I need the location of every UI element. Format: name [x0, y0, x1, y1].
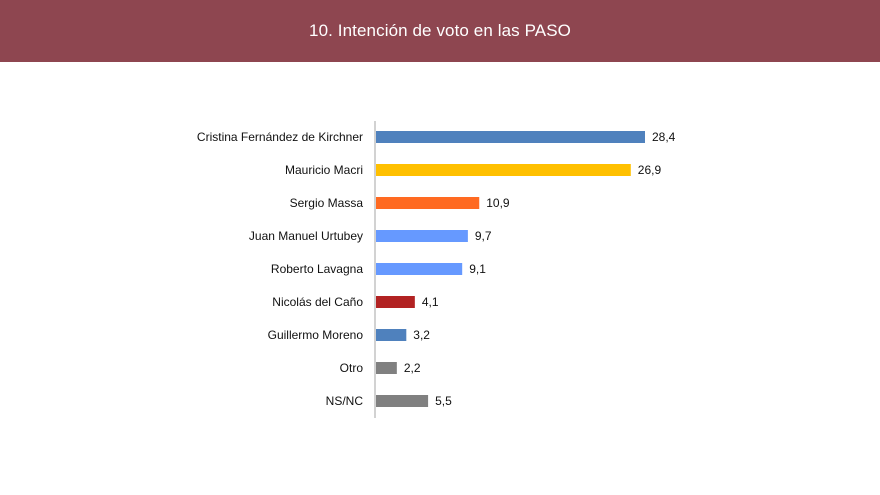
value-label: 28,4 — [652, 130, 676, 144]
value-label: 2,2 — [404, 361, 421, 375]
category-label: Otro — [340, 361, 364, 375]
category-label: Sergio Massa — [290, 196, 364, 210]
value-label: 9,1 — [469, 262, 486, 276]
category-label: Mauricio Macri — [285, 163, 363, 177]
category-label: Nicolás del Caño — [272, 295, 363, 309]
page-title: 10. Intención de voto en las PASO — [309, 21, 571, 40]
bar — [376, 131, 645, 143]
value-label: 4,1 — [422, 295, 439, 309]
category-label: Cristina Fernández de Kirchner — [197, 130, 363, 144]
value-label: 9,7 — [475, 229, 492, 243]
bar — [376, 164, 631, 176]
bar — [376, 263, 463, 275]
category-label: Juan Manuel Urtubey — [249, 229, 363, 243]
bar — [376, 329, 407, 341]
category-label: Guillermo Moreno — [268, 328, 364, 342]
value-label: 5,5 — [435, 394, 452, 408]
bar — [376, 362, 397, 374]
bar — [376, 230, 468, 242]
header-banner: 10. Intención de voto en las PASO — [0, 0, 880, 62]
value-label: 3,2 — [413, 328, 430, 342]
bar — [376, 395, 429, 407]
category-label: Roberto Lavagna — [271, 262, 363, 276]
category-label: NS/NC — [326, 394, 364, 408]
value-label: 10,9 — [486, 196, 510, 210]
value-label: 26,9 — [638, 163, 662, 177]
bar — [376, 197, 480, 209]
bar — [376, 296, 415, 308]
